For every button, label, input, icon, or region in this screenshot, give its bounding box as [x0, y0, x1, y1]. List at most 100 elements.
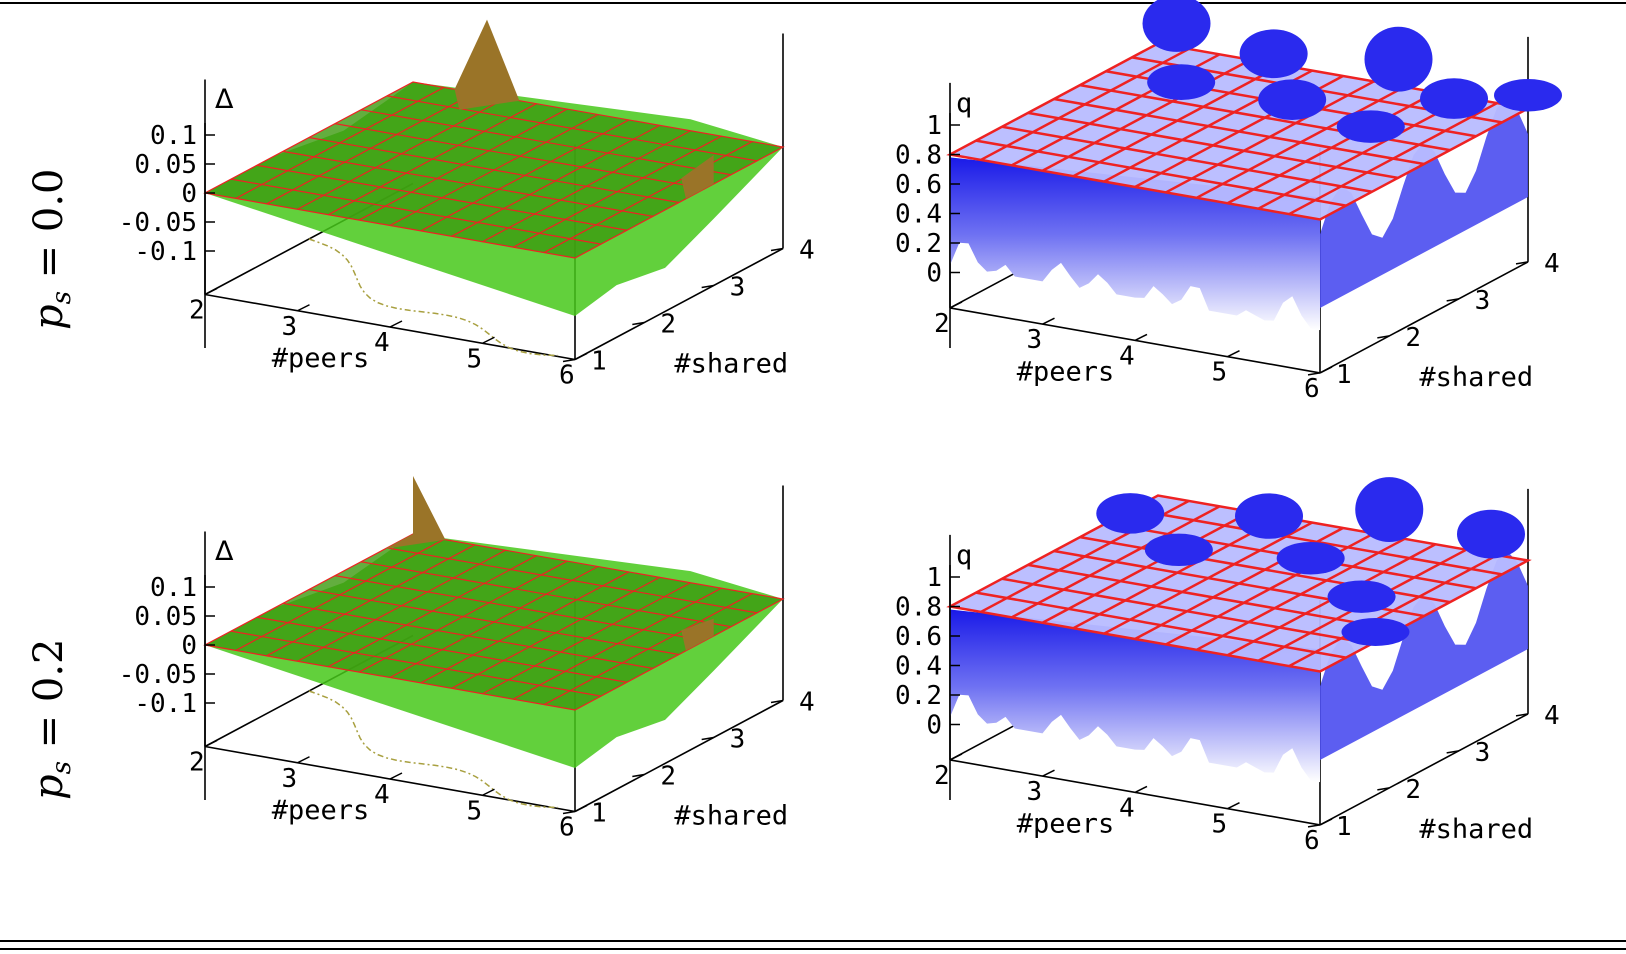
- q-surface-bump-0: [1096, 493, 1165, 534]
- y-tick-label: 4: [799, 688, 815, 718]
- x-tick-label: 3: [282, 764, 298, 794]
- x-tick-label: 2: [189, 296, 205, 326]
- q-surface-bump-5: [1258, 79, 1327, 120]
- x-tick-mark: [204, 739, 218, 748]
- spike-0: [454, 19, 520, 110]
- z-tick-label: -0.1: [134, 237, 197, 267]
- z-tick-label: 0.6: [895, 622, 942, 652]
- x-tick-label: 2: [934, 309, 950, 339]
- z-tick-label: -0.05: [119, 660, 197, 690]
- y-tick-label: 3: [730, 273, 746, 303]
- x-tick-label: 6: [559, 361, 575, 391]
- z-tick-label: 0: [926, 711, 942, 741]
- q-surface-side: [1320, 550, 1528, 760]
- x-tick-mark: [204, 287, 218, 296]
- plane-grid-line: [1027, 563, 1399, 632]
- z-tick-label: 0.4: [895, 652, 942, 682]
- row-label-1: ps = 0.2: [26, 638, 77, 800]
- x-tick-mark: [389, 320, 403, 328]
- q-surface-bump-2: [1355, 477, 1424, 543]
- plane-grid-line: [308, 588, 680, 656]
- z-tick-label: 0: [926, 259, 942, 289]
- z-tick-label: 0.6: [895, 170, 942, 200]
- x-tick-mark: [574, 804, 588, 813]
- floor-contour: [308, 238, 558, 357]
- y-tick-label: 1: [1336, 360, 1352, 390]
- x-tick-label: 4: [1119, 341, 1135, 371]
- x-tick-mark: [574, 352, 588, 361]
- y-tick-label: 2: [1405, 323, 1421, 353]
- y-tick-mark: [1377, 787, 1390, 791]
- z-tick-label: -0.1: [134, 689, 197, 719]
- z-tick-label: 1: [926, 563, 942, 593]
- q-surface-bump-7: [1341, 617, 1410, 646]
- y-tick-label: 2: [660, 310, 676, 340]
- plane-grid-line: [386, 95, 758, 162]
- y-tick-label: 4: [1544, 249, 1560, 279]
- q-surface-bump-2: [1364, 26, 1433, 92]
- y-axis-line: [574, 699, 784, 813]
- x-tick-mark: [1227, 801, 1240, 810]
- y-tick-label: 2: [1405, 775, 1421, 805]
- q-surface-bump-7: [1494, 79, 1562, 112]
- y-axis-label: #shared: [1419, 814, 1533, 845]
- y-tick-label: 1: [591, 799, 607, 829]
- x-axis-label: #peers: [1017, 356, 1115, 387]
- x-tick-mark: [1042, 317, 1055, 325]
- plane-grid-line: [334, 575, 706, 642]
- q-surface-side: [1320, 98, 1528, 308]
- y-tick-mark: [701, 284, 714, 289]
- x-tick-mark: [389, 772, 403, 780]
- z-tick-label: 0.1: [150, 121, 197, 151]
- x-tick-label: 6: [1304, 374, 1320, 404]
- plane-grid-line: [230, 178, 602, 245]
- z-tick-label: 0.8: [895, 141, 942, 171]
- x-tick-label: 5: [1212, 810, 1228, 840]
- x-tick-mark: [1134, 333, 1148, 342]
- plane-grid-line: [975, 591, 1347, 659]
- y-tick-mark: [1446, 298, 1459, 302]
- q-surface-bump-5: [1276, 542, 1345, 575]
- plane-grid-line: [1027, 111, 1399, 180]
- z-tick-label: 0.2: [895, 229, 942, 259]
- x-tick-label: 5: [1212, 358, 1228, 388]
- delta-chart-p0: 2 3 4 5 6 1 2 3 4 0.10.050-0.05-0.1 #peers #shared Δ: [119, 19, 815, 391]
- q-surface-bump-1: [1239, 29, 1308, 79]
- plane-grid-line: [282, 150, 654, 217]
- z-tick-label: 0.05: [134, 150, 197, 180]
- x-tick-mark: [949, 753, 963, 761]
- y-tick-label: 1: [1336, 812, 1352, 842]
- x-tick-label: 4: [1119, 793, 1135, 823]
- z-tick-label: 1: [926, 111, 942, 141]
- z-tick-label: 0: [181, 179, 197, 209]
- y-tick-mark: [562, 358, 576, 363]
- y-tick-mark: [1307, 372, 1321, 376]
- y-axis-line: [1319, 261, 1529, 374]
- plane-grid-line: [1001, 125, 1373, 193]
- z-tick-label: 0.4: [895, 200, 942, 230]
- q-surface-bump-1: [1235, 493, 1304, 539]
- plane-grid-line: [308, 136, 680, 204]
- y-tick-mark: [1515, 261, 1529, 265]
- y-tick-label: 3: [1475, 738, 1491, 768]
- spike-0: [385, 476, 446, 549]
- y-tick-mark: [701, 736, 714, 741]
- z-axis-label: q: [956, 540, 972, 571]
- plane-grid-line: [282, 602, 654, 669]
- x-tick-label: 2: [934, 761, 950, 791]
- x-tick-mark: [482, 788, 495, 796]
- x-axis-label: #peers: [272, 795, 370, 826]
- plane-grid-line: [334, 123, 706, 190]
- plane-grid-line: [975, 139, 1347, 207]
- y-axis-label: #shared: [674, 349, 788, 380]
- x-tick-mark: [297, 756, 310, 764]
- spike-1: [681, 618, 714, 651]
- x-axis-label: #peers: [272, 343, 370, 374]
- q-surface-bump-4: [1147, 64, 1216, 100]
- q-surface-bump-3: [1457, 509, 1525, 559]
- plane-grid-line: [360, 109, 732, 176]
- y-tick-label: 2: [660, 762, 676, 792]
- x-tick-label: 4: [374, 780, 390, 810]
- y-tick-mark: [770, 247, 784, 252]
